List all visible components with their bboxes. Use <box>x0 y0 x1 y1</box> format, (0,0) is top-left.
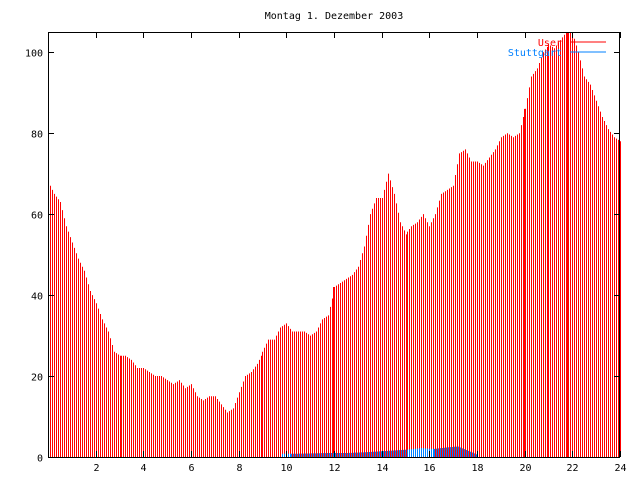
y-tick-label: 100 <box>25 49 43 60</box>
y-tick-label: 0 <box>37 454 43 465</box>
bar-user-emphasis <box>567 32 569 457</box>
x-tick-label: 6 <box>188 463 194 474</box>
x-tick-label: 22 <box>566 463 578 474</box>
y-tick-label: 40 <box>31 292 43 303</box>
series-user-impulses <box>48 32 621 458</box>
legend-label-stuttgart: Stuttgart <box>508 48 562 59</box>
chart-title: Montag 1. Dezember 2003 <box>265 11 403 22</box>
x-tick-label: 20 <box>519 463 531 474</box>
x-tick-label: 12 <box>328 463 340 474</box>
legend: User Stuttgart <box>508 38 606 59</box>
y-tick-label: 80 <box>31 130 43 141</box>
x-tick-label: 8 <box>236 463 242 474</box>
y-tick-label: 60 <box>31 211 43 222</box>
x-tick-label: 18 <box>471 463 483 474</box>
series-stuttgart-impulses <box>282 446 477 457</box>
x-tick-label: 16 <box>423 463 435 474</box>
x-tick-label: 2 <box>93 463 99 474</box>
legend-label-user: User <box>538 38 562 49</box>
bar-user-emphasis <box>333 287 335 457</box>
bar-user-emphasis <box>524 108 526 458</box>
x-tick-label: 10 <box>280 463 292 474</box>
y-tick-label: 20 <box>31 373 43 384</box>
x-tick-label: 14 <box>376 463 388 474</box>
x-tick-label: 24 <box>614 463 626 474</box>
x-tick-label: 4 <box>140 463 146 474</box>
